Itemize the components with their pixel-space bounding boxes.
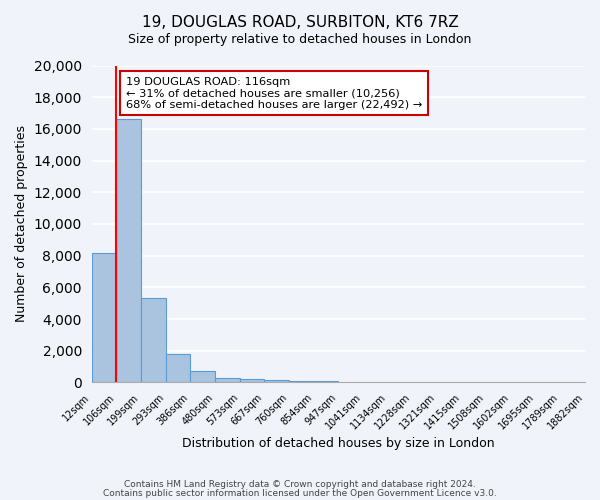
X-axis label: Distribution of detached houses by size in London: Distribution of detached houses by size … (182, 437, 494, 450)
Bar (314, 381, 338, 382)
Bar (92, 252, 116, 382)
Bar (239, 380, 265, 382)
Bar (265, 380, 289, 382)
Text: Size of property relative to detached houses in London: Size of property relative to detached ho… (128, 32, 472, 46)
Y-axis label: Number of detached properties: Number of detached properties (15, 126, 28, 322)
Bar (141, 298, 166, 382)
Text: 19 DOUGLAS ROAD: 116sqm
← 31% of detached houses are smaller (10,256)
68% of sem: 19 DOUGLAS ROAD: 116sqm ← 31% of detache… (126, 76, 422, 110)
Text: Contains HM Land Registry data © Crown copyright and database right 2024.: Contains HM Land Registry data © Crown c… (124, 480, 476, 489)
Bar (116, 120, 141, 382)
Bar (166, 354, 190, 382)
Text: Contains public sector information licensed under the Open Government Licence v3: Contains public sector information licen… (103, 489, 497, 498)
Text: 19, DOUGLAS ROAD, SURBITON, KT6 7RZ: 19, DOUGLAS ROAD, SURBITON, KT6 7RZ (142, 15, 458, 30)
Bar (215, 378, 239, 382)
Bar (289, 381, 314, 382)
Bar (190, 370, 215, 382)
